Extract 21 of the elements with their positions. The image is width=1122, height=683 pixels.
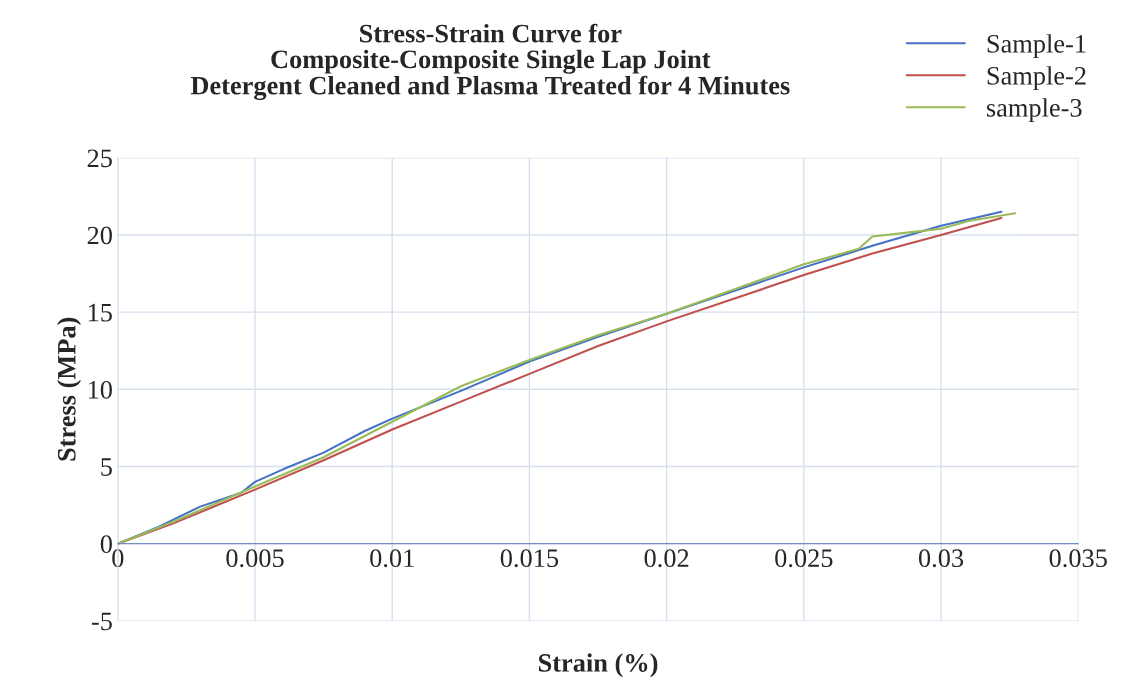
x-tick-label: 0 [112, 549, 124, 568]
legend-label: sample-3 [986, 98, 1082, 123]
y-tick-label: 25 [87, 149, 112, 168]
y-axis-title: Stress (MPa) [57, 317, 81, 461]
x-tick-label: 0.02 [644, 549, 689, 568]
x-tick-label: 0.015 [500, 549, 559, 568]
y-tick-label: -5 [91, 612, 112, 631]
legend-label: Sample-2 [987, 66, 1086, 91]
legend-label: Sample-1 [987, 34, 1086, 59]
chart-title: Stress-Strain Curve for Composite-Composite Single Lap Joint Detergent Cleaned and Plasma Treated for 4 Minutes [190, 23, 790, 101]
y-tick-label: 0 [100, 535, 112, 554]
y-tick-label: 15 [88, 303, 112, 322]
x-tick-label: 0.025 [775, 549, 833, 568]
x-tick-label: 0.01 [370, 549, 414, 568]
y-tick-label: 5 [101, 458, 112, 476]
y-tick-label: 10 [88, 380, 112, 399]
x-tick-label: 0.035 [1049, 549, 1107, 568]
y-tick-label: 20 [87, 226, 112, 245]
x-tick-label: 0.005 [226, 549, 284, 568]
x-axis-title: Strain (%) [538, 653, 658, 678]
x-tick-label: 0.03 [918, 549, 964, 568]
